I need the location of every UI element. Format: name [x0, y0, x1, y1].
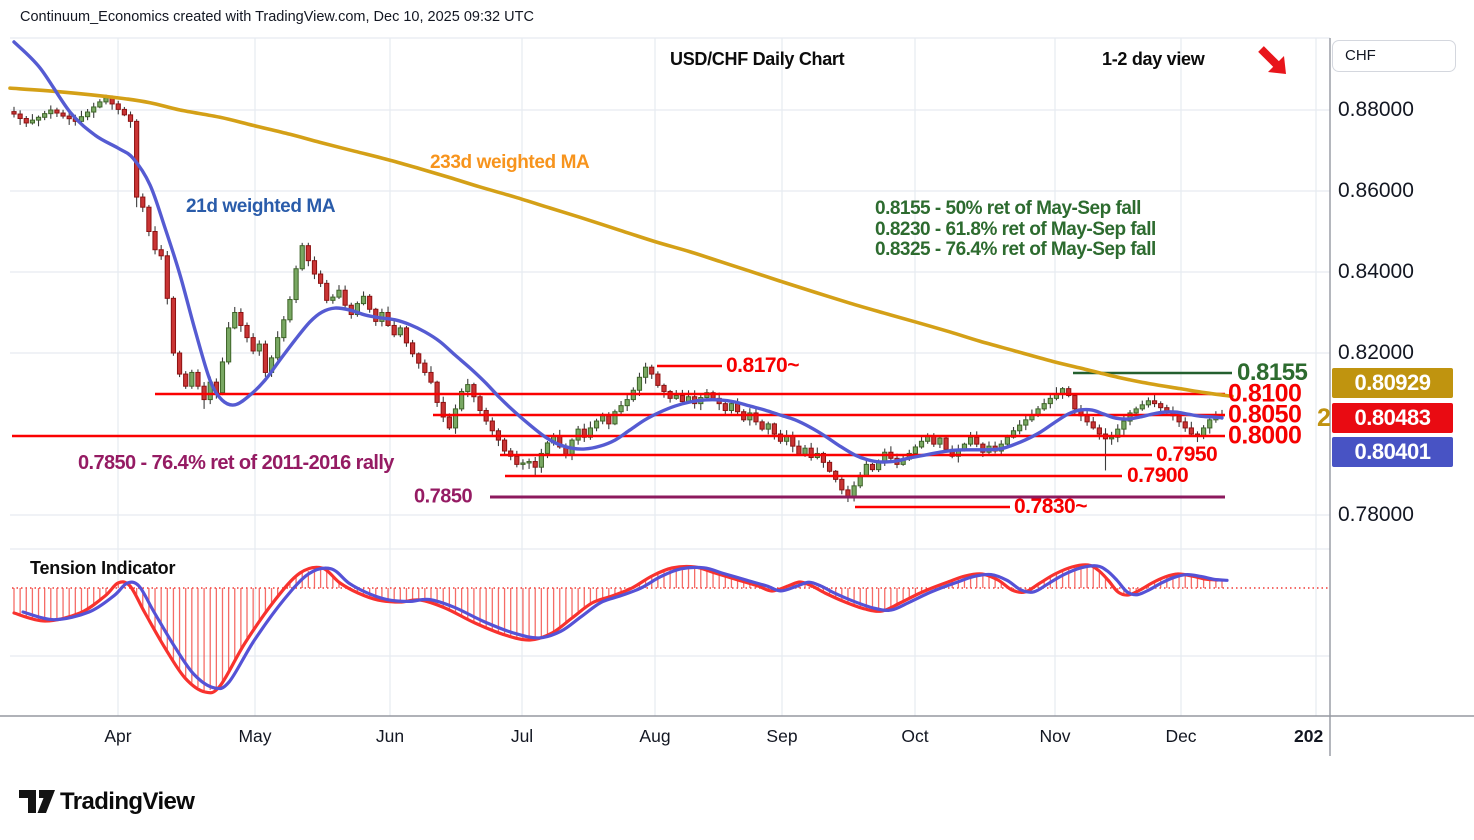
symbol-search-box[interactable]: CHF	[1332, 40, 1456, 72]
price-tag-ma21-value: 0.80401	[1332, 437, 1453, 467]
view-horizon-label: 1-2 day view	[1102, 49, 1205, 69]
price-tick-label: 0.78000	[1338, 503, 1414, 526]
clipped-gold-text: 2	[1317, 405, 1331, 432]
price-tick-label: 0.82000	[1338, 341, 1414, 364]
month-label: Dec	[1165, 726, 1197, 746]
price-tag-ma233-value: 0.80929	[1332, 368, 1453, 398]
tradingview-logo-icon[interactable]	[18, 786, 56, 818]
ma233-label: 233d weighted MA	[430, 152, 590, 173]
level-label-green: 0.8155	[1237, 359, 1308, 386]
tradingview-wordmark[interactable]: TradingView	[60, 788, 195, 815]
fib-note-618: 0.8230 - 61.8% ret of May-Sep fall	[875, 218, 1156, 240]
symbol-label: CHF	[1345, 47, 1376, 64]
price-tag-last-price: 0.80483	[1332, 403, 1453, 433]
level-label-red: 0.8000	[1228, 421, 1302, 450]
level-label-purple: 0.7850	[414, 485, 473, 508]
month-label: Jun	[375, 726, 405, 746]
level-label-red: 0.8050	[1228, 400, 1302, 429]
month-label: Aug	[639, 726, 671, 746]
attribution-text: Continuum_Economics created with Trading…	[20, 9, 534, 25]
price-tick-label: 0.84000	[1338, 260, 1414, 283]
tension-indicator-label: Tension Indicator	[30, 558, 176, 578]
month-label: May	[238, 726, 272, 746]
price-tick-label: 0.86000	[1338, 179, 1414, 202]
price-tick-label: 0.88000	[1338, 98, 1414, 121]
month-label: Sep	[766, 726, 798, 746]
rally-retracement-note: 0.7850 - 76.4% ret of 2011-2016 rally	[78, 452, 394, 474]
level-label-red: 0.7900	[1127, 464, 1189, 487]
year-label: 202	[1294, 726, 1324, 746]
level-label-red: 0.8100	[1228, 379, 1302, 408]
month-label: Jul	[510, 726, 534, 746]
down-right-arrow-icon	[1258, 46, 1286, 74]
level-label-red: 0.8170~	[726, 354, 800, 377]
fib-retracement-notes: 0.8155 - 50% ret of May-Sep fall 0.8230 …	[875, 198, 1156, 261]
month-label: Apr	[104, 726, 132, 746]
level-label-red: 0.7830~	[1014, 495, 1088, 518]
fib-note-764: 0.8325 - 76.4% ret of May-Sep fall	[875, 239, 1156, 260]
fib-note-50: 0.8155 - 50% ret of May-Sep fall	[875, 198, 1141, 219]
chart-title: USD/CHF Daily Chart	[670, 49, 845, 69]
ma21-label: 21d weighted MA	[186, 196, 336, 217]
month-label: Nov	[1039, 726, 1071, 746]
month-label: Oct	[901, 726, 929, 746]
level-label-red: 0.7950	[1156, 443, 1218, 466]
